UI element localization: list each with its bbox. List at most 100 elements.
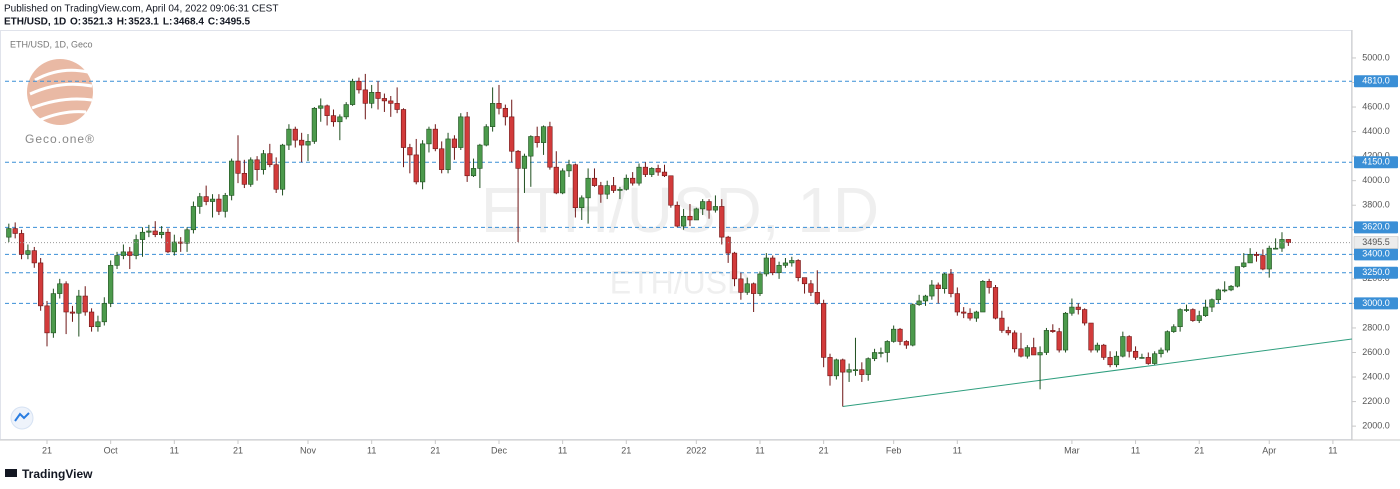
candle-body (1152, 353, 1158, 364)
logo-text: Geco.one® (25, 132, 95, 146)
candle-body (1050, 330, 1056, 332)
candle-body (477, 144, 483, 169)
x-tick-label: Oct (104, 445, 119, 455)
candle-body (362, 89, 368, 104)
candle-body (1241, 262, 1247, 267)
logo-stripes (29, 68, 93, 122)
candle-body (961, 311, 967, 314)
candle-body (279, 144, 286, 190)
candle-body (878, 352, 884, 354)
candle-body (330, 115, 337, 123)
candle-body (413, 154, 419, 183)
candle-body (744, 283, 750, 293)
last-price-text: 3495.5 (1362, 237, 1390, 247)
candle-body (407, 147, 413, 156)
footer: TradingView (5, 467, 93, 481)
candle-body (865, 358, 871, 375)
candle-body (120, 251, 127, 256)
candle-body (630, 177, 636, 184)
candle-body (770, 257, 776, 274)
candle-body (598, 185, 604, 195)
level-tag-text: 3250.0 (1362, 267, 1390, 277)
candle-body (337, 116, 343, 123)
candle-body (986, 281, 992, 288)
candle-body (725, 236, 731, 254)
candle-body (1253, 254, 1260, 256)
candle-body (1247, 254, 1253, 264)
candle-body (1139, 357, 1145, 359)
y-tick-label: 2000.0 (1362, 421, 1390, 431)
candle-body (273, 164, 279, 190)
y-tick-label: 4600.0 (1362, 101, 1390, 111)
level-tag-text: 3620.0 (1362, 222, 1390, 232)
candle-body (528, 136, 534, 157)
candle-body (171, 241, 177, 253)
candle-body (642, 166, 648, 175)
candle-body (419, 143, 426, 183)
candle-body (935, 284, 941, 289)
level-tag (1354, 156, 1398, 169)
candle-body (649, 168, 655, 175)
candle-body (973, 311, 980, 319)
level-tag-text: 3400.0 (1362, 249, 1390, 259)
candle-body (57, 283, 63, 294)
candle-body (1094, 344, 1100, 351)
candle-body (1043, 330, 1050, 353)
candle-body (63, 283, 69, 313)
candle-body (1183, 309, 1190, 311)
x-tick-label: 21 (819, 445, 829, 455)
candle-body (1260, 255, 1266, 270)
candle-body (146, 230, 152, 233)
candle-body (254, 159, 260, 170)
tv-icon[interactable] (10, 406, 34, 430)
x-tick-label: 11 (558, 445, 567, 455)
y-tick-label: 2800.0 (1362, 322, 1390, 332)
tv-icon-glyph (14, 412, 30, 422)
candle-body (757, 273, 763, 294)
candle-body (1037, 352, 1043, 356)
x-tick-label: Mar (1064, 445, 1080, 455)
x-tick-label: 11 (170, 445, 179, 455)
candle-body (50, 293, 56, 334)
candle-body (12, 228, 18, 234)
y-tick-label: 4000.0 (1362, 175, 1390, 185)
y-tick-label: 5000.0 (1362, 52, 1390, 62)
candle-body (655, 168, 661, 173)
candle-body (1113, 355, 1120, 366)
candle-body (432, 128, 438, 150)
ohlc-value: 3521.3 (82, 17, 113, 28)
candle-body (661, 171, 668, 177)
candle-body (502, 107, 508, 118)
candle-body (1031, 347, 1037, 356)
candle-body (1075, 306, 1081, 310)
y-tick-label: 4200.0 (1362, 151, 1390, 161)
x-tick-label: Apr (1262, 445, 1276, 455)
candle-body (808, 283, 814, 293)
ohlc-label: L: (163, 17, 172, 28)
candle-body (668, 175, 674, 206)
x-tick-label: 11 (1328, 445, 1337, 455)
candle-body (604, 185, 610, 195)
level-tag-text: 4810.0 (1362, 76, 1390, 86)
candle-body (356, 80, 362, 91)
candle-body (31, 250, 37, 264)
candle-body (922, 295, 929, 302)
x-tick-label: Nov (300, 445, 317, 455)
footer-brand: TradingView (22, 467, 93, 481)
candle-body (999, 317, 1005, 331)
candle-body (267, 153, 273, 166)
x-tick-label: 11 (367, 445, 376, 455)
ohlc-label: H: (117, 17, 128, 28)
candle-body (1062, 312, 1069, 351)
candle-body (25, 250, 31, 255)
candle-body (203, 196, 209, 202)
candle-body (127, 251, 133, 256)
candle-body (76, 295, 82, 314)
candle-body (190, 206, 197, 231)
candle-body (458, 116, 464, 148)
candle-body (1202, 306, 1209, 316)
candle-body (553, 166, 559, 194)
candle-body (197, 196, 203, 207)
level-tag (1354, 266, 1398, 279)
